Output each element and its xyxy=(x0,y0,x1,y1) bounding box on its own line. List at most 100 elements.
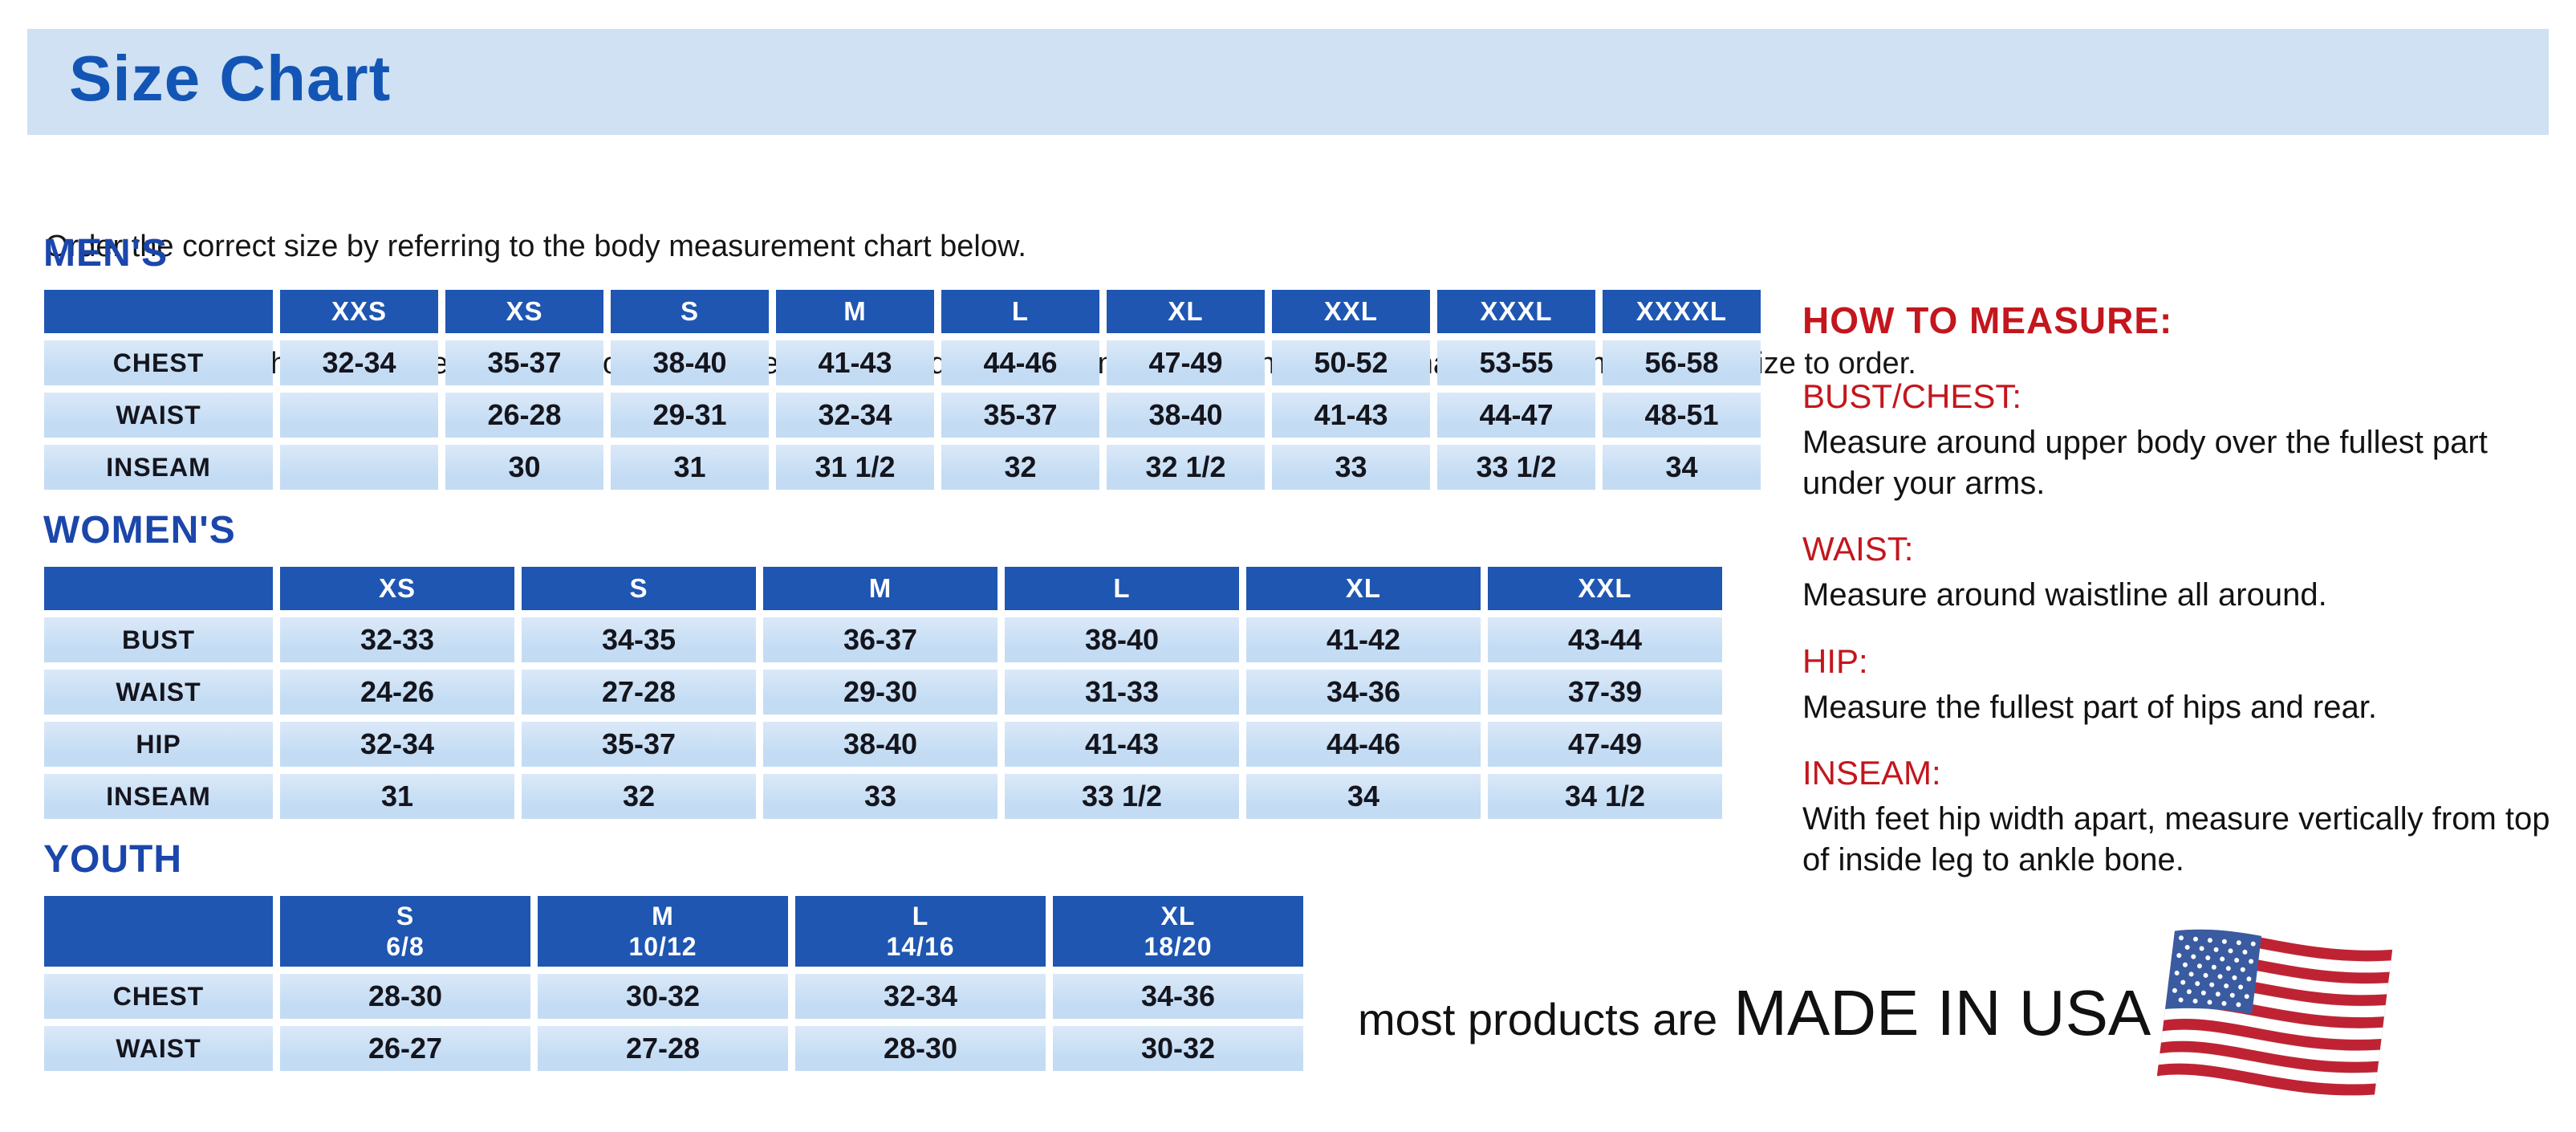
column-header: XL xyxy=(1107,290,1265,333)
size-cell: 33 xyxy=(763,774,997,819)
size-cell: 34 xyxy=(1603,445,1761,490)
column-header: XXL xyxy=(1272,290,1430,333)
column-header: XXS xyxy=(280,290,438,333)
size-cell: 26-27 xyxy=(280,1026,530,1071)
measure-label-waist: WAIST: xyxy=(1802,530,1914,568)
womens-size-table: XS S M L XL XXL BUST 32-33 34-35 36-37 38-40 41-42 4… xyxy=(37,560,1729,826)
size-cell: 38-40 xyxy=(763,722,997,767)
measure-text-bust-chest: Measure around upper body over the fulle… xyxy=(1802,425,2488,502)
corner-cell xyxy=(44,290,273,333)
column-header: XXL xyxy=(1488,567,1722,610)
size-cell: 32-34 xyxy=(280,722,514,767)
size-cell: 34 xyxy=(1246,774,1481,819)
corner-cell xyxy=(44,896,273,967)
size-cell: 32-34 xyxy=(776,393,934,438)
row-label: CHEST xyxy=(44,340,273,385)
size-cell: 30 xyxy=(445,445,603,490)
size-cell: 41-42 xyxy=(1246,617,1481,662)
size-cell: 27-28 xyxy=(522,670,756,715)
womens-heading: WOMEN'S xyxy=(43,509,236,552)
column-header: S xyxy=(611,290,769,333)
size-cell: 33 1/2 xyxy=(1437,445,1595,490)
size-cell: 32 1/2 xyxy=(1107,445,1265,490)
size-cell: 32-34 xyxy=(280,340,438,385)
column-header: M xyxy=(776,290,934,333)
size-cell: 44-46 xyxy=(941,340,1099,385)
size-cell: 24-26 xyxy=(280,670,514,715)
measure-text-hip: Measure the fullest part of hips and rea… xyxy=(1802,689,2377,725)
size-cell: 29-30 xyxy=(763,670,997,715)
size-cell: 32 xyxy=(522,774,756,819)
size-cell: 29-31 xyxy=(611,393,769,438)
corner-cell xyxy=(44,567,273,610)
us-flag-icon xyxy=(2156,929,2393,1096)
size-cell: 48-51 xyxy=(1603,393,1761,438)
size-cell: 53-55 xyxy=(1437,340,1595,385)
column-header: S xyxy=(522,567,756,610)
size-cell: 35-37 xyxy=(941,393,1099,438)
size-cell: 34-35 xyxy=(522,617,756,662)
youth-heading: YOUTH xyxy=(43,838,182,881)
column-header: S 6/8 xyxy=(280,896,530,967)
page-title: Size Chart xyxy=(69,43,392,114)
intro-line-1: Order the correct size by referring to t… xyxy=(45,230,1026,264)
footer-prefix: most products are xyxy=(1358,994,1718,1044)
row-label: WAIST xyxy=(44,670,273,715)
column-header: M 10/12 xyxy=(538,896,788,967)
size-cell: 47-49 xyxy=(1107,340,1265,385)
size-cell: 30-32 xyxy=(1053,1026,1303,1071)
size-cell: 34 1/2 xyxy=(1488,774,1722,819)
size-cell: 50-52 xyxy=(1272,340,1430,385)
measure-label-inseam: INSEAM: xyxy=(1802,753,1941,792)
size-cell: 56-58 xyxy=(1603,340,1761,385)
footer-made-in-usa: MADE IN USA xyxy=(1733,977,2151,1049)
size-cell: 30-32 xyxy=(538,974,788,1019)
column-header: XL 18/20 xyxy=(1053,896,1303,967)
column-header: XS xyxy=(445,290,603,333)
size-cell: 33 xyxy=(1272,445,1430,490)
youth-size-table: S 6/8 M 10/12 L 14/16 XL 18/20 CHEST 28-30 30-32 32… xyxy=(37,889,1310,1078)
size-cell: 34-36 xyxy=(1246,670,1481,715)
mens-size-table: XXS XS S M L XL XXL XXXL XXXXL CHEST 32-34 35-37 38-… xyxy=(37,283,1768,497)
how-to-measure-panel: HOW TO MEASURE: BUST/CHEST: Measure arou… xyxy=(1802,299,2565,881)
column-header: L xyxy=(1005,567,1239,610)
size-cell: 38-40 xyxy=(1005,617,1239,662)
size-cell: 32-34 xyxy=(795,974,1046,1019)
measure-label-hip: HIP: xyxy=(1802,641,1868,680)
size-cell: 35-37 xyxy=(522,722,756,767)
size-cell: 32 xyxy=(941,445,1099,490)
size-cell: 34-36 xyxy=(1053,974,1303,1019)
size-cell: 28-30 xyxy=(795,1026,1046,1071)
size-cell xyxy=(280,393,438,438)
how-to-measure-heading: HOW TO MEASURE: xyxy=(1802,299,2173,341)
made-in-usa-note: most products are MADE IN USA xyxy=(1358,976,2151,1050)
size-cell: 26-28 xyxy=(445,393,603,438)
row-label: BUST xyxy=(44,617,273,662)
size-cell: 31 xyxy=(611,445,769,490)
column-header: XS xyxy=(280,567,514,610)
row-label: WAIST xyxy=(44,393,273,438)
measure-text-waist: Measure around waistline all around. xyxy=(1802,577,2327,613)
column-header: L 14/16 xyxy=(795,896,1046,967)
size-cell: 47-49 xyxy=(1488,722,1722,767)
mens-heading: MEN'S xyxy=(43,232,169,275)
title-banner: Size Chart xyxy=(27,29,2549,135)
size-cell: 37-39 xyxy=(1488,670,1722,715)
column-header: XXXL xyxy=(1437,290,1595,333)
size-cell: 38-40 xyxy=(1107,393,1265,438)
column-header: M xyxy=(763,567,997,610)
size-cell: 41-43 xyxy=(1272,393,1430,438)
size-cell: 43-44 xyxy=(1488,617,1722,662)
size-cell: 35-37 xyxy=(445,340,603,385)
size-cell: 44-46 xyxy=(1246,722,1481,767)
tables-column: MEN'S XXS XS S M L XL XXL XXXL XXXXL CHEST 32-34 35… xyxy=(37,234,1810,1078)
size-cell: 31-33 xyxy=(1005,670,1239,715)
size-cell: 31 1/2 xyxy=(776,445,934,490)
column-header: XL xyxy=(1246,567,1481,610)
size-cell: 36-37 xyxy=(763,617,997,662)
row-label: INSEAM xyxy=(44,774,273,819)
size-cell: 33 1/2 xyxy=(1005,774,1239,819)
measure-label-bust-chest: BUST/CHEST: xyxy=(1802,377,2022,415)
row-label: HIP xyxy=(44,722,273,767)
